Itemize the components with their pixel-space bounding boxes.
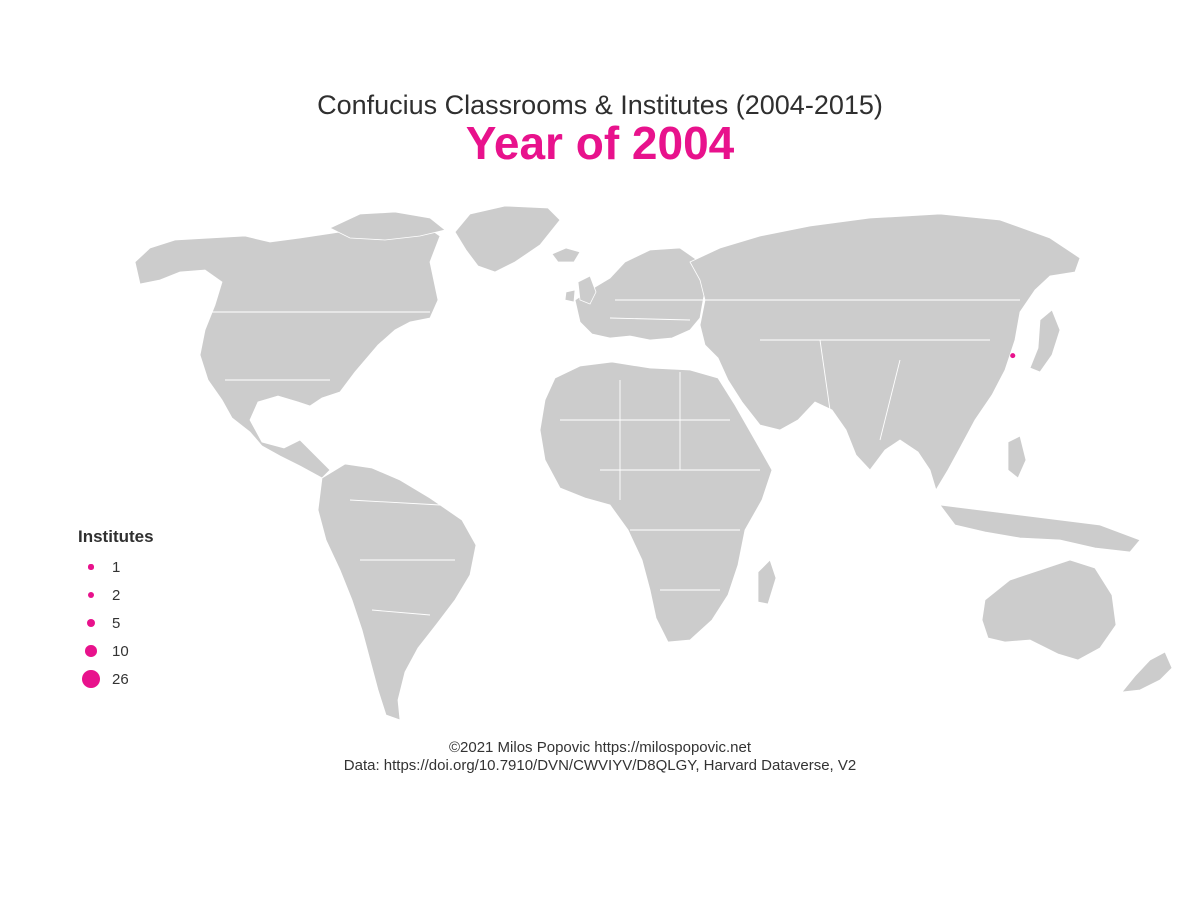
landmass-arctic-islands (329, 211, 446, 241)
legend-label: 10 (112, 642, 129, 660)
landmass-philippines (1007, 435, 1027, 479)
landmass-south-america (317, 463, 477, 721)
legend-label: 5 (112, 614, 121, 632)
landmass-madagascar (757, 559, 777, 605)
legend-dot (82, 670, 100, 688)
legend-label: 26 (112, 670, 129, 688)
caption-source: Data: https://doi.org/10.7910/DVN/CWVIYV… (343, 757, 857, 774)
landmass-asia (689, 213, 1081, 491)
legend-label: 2 (112, 586, 121, 604)
legend-title: Institutes (78, 527, 154, 546)
size-legend: Institutes 1 2 5 10 26 (78, 527, 154, 693)
legend-dot (85, 645, 97, 657)
legend-item: 26 (78, 665, 154, 693)
landmass-iceland (551, 247, 581, 263)
landmass-australia (981, 559, 1117, 661)
legend-rows: 1 2 5 10 26 (78, 553, 154, 693)
legend-dot (88, 564, 94, 570)
landmass-africa (539, 361, 773, 643)
landmass-indonesia (939, 504, 1141, 553)
institute-markers (1010, 353, 1016, 359)
land-masses (134, 205, 1173, 721)
legend-item: 10 (78, 637, 154, 665)
legend-item: 1 (78, 553, 154, 581)
caption: ©2021 Milos Popovic https://milospopovic… (0, 739, 1200, 775)
legend-dot (87, 591, 95, 599)
legend-item: 5 (78, 609, 154, 637)
landmass-north-america (134, 221, 441, 479)
legend-label: 1 (112, 558, 121, 576)
legend-item: 2 (78, 581, 154, 609)
map-subtitle-year: Year of 2004 (465, 117, 735, 169)
landmass-british-isles (564, 275, 597, 305)
institute-marker (1010, 353, 1016, 359)
landmass-japan (1029, 309, 1061, 373)
caption-credit: ©2021 Milos Popovic https://milospopovic… (448, 739, 752, 756)
country-borders (205, 299, 1020, 616)
landmass-europe (574, 247, 706, 341)
landmass-new-zealand (1121, 651, 1173, 693)
map-title: Confucius Classrooms & Institutes (2004-… (317, 90, 883, 120)
landmass-greenland (454, 205, 561, 273)
legend-dot (86, 618, 96, 628)
